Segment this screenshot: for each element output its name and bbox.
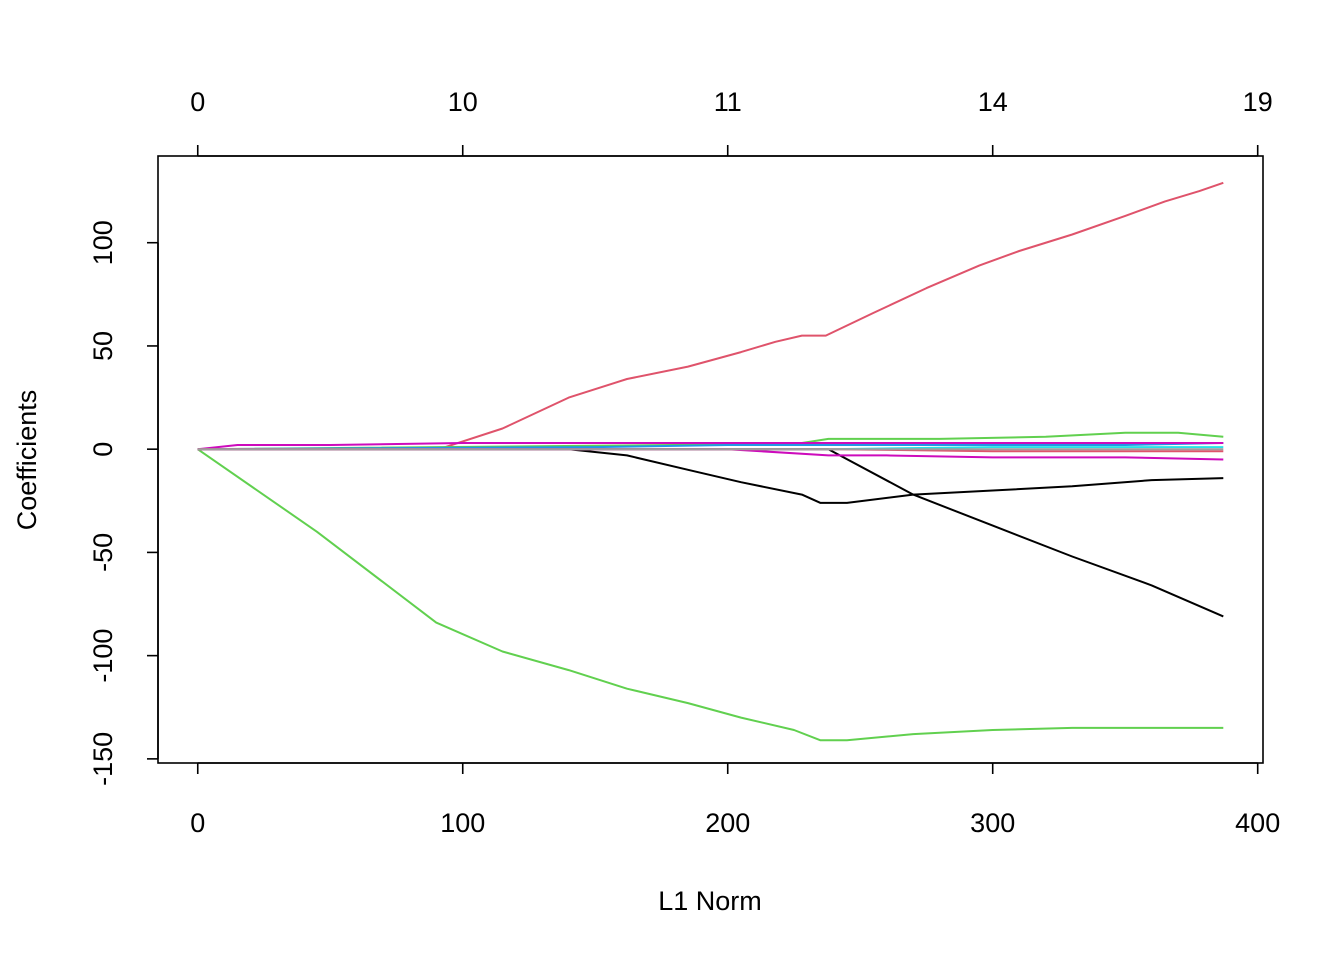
top-tick-label: 14 (978, 87, 1008, 117)
top-tick-label: 0 (190, 87, 205, 117)
coefficient-path-3 (197, 448, 1224, 504)
x-tick-label: 400 (1235, 808, 1280, 838)
y-axis-title: Coefficients (12, 390, 42, 531)
y-tick-label: -150 (88, 732, 118, 786)
x-tick-label: 300 (970, 808, 1015, 838)
top-axis: 0 10 11 14 19 (190, 87, 1273, 157)
y-tick-label: -100 (88, 629, 118, 683)
coefficient-path-2 (197, 448, 1224, 742)
series-layer (197, 181, 1224, 742)
coefficient-path-1 (197, 181, 1224, 451)
y-tick-label: 0 (88, 442, 118, 457)
x-tick-label: 200 (705, 808, 750, 838)
coefficient-path-8 (197, 442, 1224, 451)
top-tick-label: 11 (714, 87, 742, 117)
y-tick-label: -50 (88, 533, 118, 572)
bottom-axis: 0 100 200 300 400 (190, 762, 1280, 838)
x-axis-title: L1 Norm (658, 886, 762, 916)
top-tick-label: 10 (448, 87, 478, 117)
plot-frame (157, 155, 1264, 764)
y-tick-label: 100 (88, 220, 118, 265)
coefficient-path-6 (197, 442, 1224, 451)
x-tick-label: 100 (440, 808, 485, 838)
x-tick-label: 0 (190, 808, 205, 838)
y-tick-label: 50 (88, 331, 118, 361)
left-axis: -150 -100 -50 0 50 100 (88, 220, 159, 786)
top-tick-label: 19 (1243, 87, 1273, 117)
